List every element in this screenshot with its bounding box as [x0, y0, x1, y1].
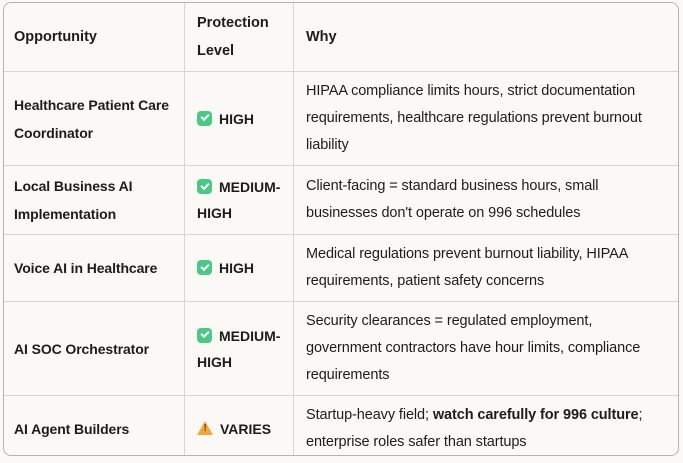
- why-text: Client-facing = standard business hours,…: [306, 178, 599, 221]
- protection-level-cell: MEDIUM-HIGH: [184, 166, 293, 234]
- protection-table: Opportunity Protection Level Why Healthc…: [3, 2, 679, 456]
- header-opportunity: Opportunity: [4, 3, 184, 71]
- why-text: Security clearances = regulated employme…: [306, 313, 641, 383]
- warning-icon: [197, 421, 213, 436]
- why-text: Startup-heavy field;: [306, 407, 433, 423]
- opportunity-text: AI SOC Orchestrator: [14, 340, 150, 357]
- opportunity-cell: AI SOC Orchestrator: [4, 302, 184, 395]
- why-text-bold: watch carefully for 996 culture: [432, 407, 639, 423]
- protection-level-cell: VARIES: [184, 396, 293, 455]
- opportunity-text: Voice AI in Healthcare: [14, 260, 158, 276]
- protection-level-cell: HIGH: [184, 72, 293, 165]
- header-protection-level-label: Protection Level: [197, 15, 269, 59]
- opportunity-cell: Voice AI in Healthcare: [4, 235, 184, 301]
- why-cell: HIPAA compliance limits hours, strict do…: [293, 72, 678, 165]
- opportunity-text: Healthcare Patient Care Coordinator: [14, 96, 169, 141]
- check-icon: [197, 179, 212, 194]
- why-cell: Client-facing = standard business hours,…: [293, 166, 678, 234]
- opportunity-cell: Healthcare Patient Care Coordinator: [4, 72, 184, 165]
- table-row: AI Agent Builders VARIES Startup-heavy f…: [4, 395, 678, 455]
- protection-level-cell: MEDIUM-HIGH: [184, 302, 293, 395]
- table-header-row: Opportunity Protection Level Why: [4, 3, 678, 71]
- table-row: Voice AI in Healthcare HIGH Medical regu…: [4, 234, 678, 301]
- opportunity-cell: Local Business AI Implementation: [4, 166, 184, 234]
- opportunity-text: AI Agent Builders: [14, 421, 130, 437]
- header-why-label: Why: [306, 29, 337, 45]
- table-row: Healthcare Patient Care Coordinator HIGH…: [4, 71, 678, 165]
- header-why: Why: [293, 3, 678, 71]
- why-cell: Security clearances = regulated employme…: [293, 302, 678, 395]
- check-icon: [197, 110, 212, 126]
- level-label: VARIES: [220, 421, 272, 437]
- table-row: Local Business AI Implementation MEDIUM-…: [4, 165, 678, 234]
- level-label: HIGH: [219, 110, 254, 127]
- opportunity-cell: AI Agent Builders: [4, 396, 184, 455]
- protection-level-cell: HIGH: [184, 235, 293, 301]
- check-icon: [197, 260, 212, 275]
- opportunity-text: Local Business AI Implementation: [14, 178, 133, 222]
- table-grid: Opportunity Protection Level Why Healthc…: [4, 3, 678, 455]
- header-protection-level: Protection Level: [184, 3, 293, 71]
- why-text: HIPAA compliance limits hours, strict do…: [306, 83, 642, 153]
- table-row: AI SOC Orchestrator MEDIUM-HIGH Security…: [4, 301, 678, 395]
- why-text-post: ; enterprise roles safer than startups: [306, 407, 643, 450]
- level-label: MEDIUM-HIGH: [197, 179, 281, 221]
- why-cell: Medical regulations prevent burnout liab…: [293, 235, 678, 301]
- check-icon: [197, 327, 212, 343]
- why-cell: Startup-heavy field; watch carefully for…: [293, 396, 678, 455]
- level-label: HIGH: [219, 260, 254, 276]
- level-label: MEDIUM-HIGH: [197, 327, 281, 370]
- header-opportunity-label: Opportunity: [14, 29, 97, 45]
- why-text: Medical regulations prevent burnout liab…: [306, 246, 628, 289]
